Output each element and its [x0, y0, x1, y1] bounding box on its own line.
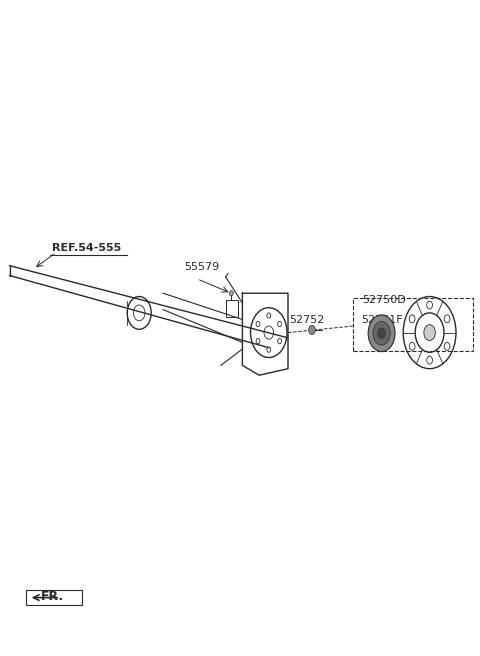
Text: 52750D: 52750D: [362, 295, 406, 305]
Circle shape: [373, 321, 390, 345]
Text: 52752: 52752: [289, 315, 325, 325]
Circle shape: [229, 291, 233, 296]
Text: REF.54-555: REF.54-555: [52, 243, 121, 253]
Circle shape: [309, 325, 315, 335]
Circle shape: [378, 328, 385, 338]
Circle shape: [424, 325, 435, 340]
Text: 55579: 55579: [184, 262, 219, 272]
Text: FR.: FR.: [41, 590, 64, 604]
Text: 52751F: 52751F: [361, 315, 402, 325]
Circle shape: [368, 315, 395, 352]
